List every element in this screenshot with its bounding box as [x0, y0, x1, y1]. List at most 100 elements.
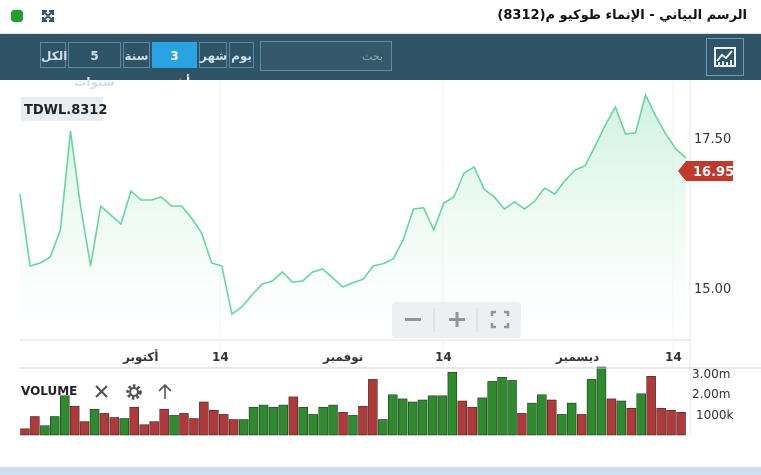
x-tick-label: 14 [665, 350, 682, 364]
volume-bar [596, 366, 607, 436]
volume-bar [219, 414, 229, 436]
symbol-label-bg [21, 97, 103, 121]
last-price-badge: 16.95 [678, 161, 734, 181]
price-area [20, 95, 686, 340]
volume-bar [209, 410, 219, 436]
volume-bar [79, 421, 90, 436]
fullscreen-icon[interactable] [490, 310, 510, 329]
volume-bar [338, 412, 348, 436]
line-chart-icon [714, 47, 736, 67]
price-badge-shape [678, 161, 733, 181]
volume-bar [397, 398, 408, 436]
volume-bar [467, 406, 477, 436]
last-price-value: 16.95 [693, 165, 734, 180]
volume-bar [656, 407, 666, 436]
volume-bar [69, 405, 80, 436]
volume-bar [507, 380, 517, 436]
zoom-out-icon[interactable] [405, 318, 421, 321]
range-1y-button[interactable]: سنة [123, 42, 150, 68]
range-3m-button[interactable]: 3 أشهر [152, 42, 197, 89]
volume-bar [477, 397, 487, 436]
range-all-button[interactable]: الكل [40, 42, 67, 68]
volume-bar [40, 425, 50, 436]
volume-bar [616, 400, 627, 436]
chart-toolbar: الكل 5 سنوات سنة 3 أشهر شهر يوم [0, 34, 761, 89]
range-1m-button[interactable]: شهر [199, 42, 227, 68]
x-tick-label: 14 [212, 350, 229, 364]
volume-bar [60, 395, 70, 436]
volume-bar [199, 401, 209, 436]
volume-bar [457, 400, 468, 436]
volume-bar [169, 415, 179, 436]
close-icon[interactable] [95, 385, 108, 398]
volume-label: VOLUME [21, 384, 77, 398]
volume-bar [447, 371, 458, 436]
volume-bar [417, 399, 428, 436]
volume-bar [517, 413, 527, 436]
volume-bar [248, 406, 259, 436]
volume-bar [497, 377, 507, 436]
volume-tick-label: 2.00m [692, 387, 730, 401]
volume-bar [646, 376, 656, 436]
arrow-up-icon[interactable] [158, 383, 172, 399]
volume-bar [586, 379, 597, 436]
y-tick-label: 17.50 [694, 132, 731, 147]
range-1d-button[interactable]: يوم [229, 42, 254, 68]
volume-bar [298, 406, 308, 436]
volume-bar [388, 394, 398, 436]
volume-bar [258, 404, 269, 436]
settings-gear-icon[interactable] [126, 384, 142, 400]
volume-bar [20, 428, 30, 436]
volume-bar [278, 404, 289, 436]
volume-bar [89, 408, 100, 436]
volume-bar [427, 395, 438, 436]
volume-bar [189, 418, 199, 436]
volume-bar [378, 419, 388, 436]
zoom-controls [392, 302, 521, 338]
volume-bar [626, 407, 637, 436]
volume-bar [238, 419, 249, 436]
volume-bar [129, 406, 139, 436]
volume-tick-label: 1000k [696, 408, 734, 422]
x-tick-label: 14 [435, 350, 452, 364]
window-titlebar: الرسم البياني - الإنماء طوكيو م(8312) [0, 0, 761, 34]
zoom-in-icon[interactable] [449, 312, 465, 327]
volume-bar [179, 413, 189, 436]
volume-bar [149, 421, 159, 436]
volume-bar [268, 406, 279, 436]
search-input[interactable] [260, 41, 392, 71]
volume-bar [228, 419, 239, 436]
volume-bar [537, 394, 547, 436]
volume-bar [348, 415, 358, 436]
symbol-label: TDWL.8312 [24, 103, 107, 118]
volume-bar [666, 410, 676, 436]
volume-bar [487, 381, 497, 436]
volume-bar [636, 393, 646, 436]
window-bottom-edge [0, 467, 761, 475]
volume-bar [676, 412, 686, 436]
volume-bar [407, 401, 418, 436]
volume-bar [576, 414, 587, 436]
x-tick-label: أكتوبر [122, 349, 158, 365]
volume-bar [527, 402, 537, 436]
volume-bar [50, 416, 60, 436]
volume-bar [318, 406, 328, 436]
volume-bar [547, 399, 557, 436]
volume-bar [139, 424, 149, 436]
window-title: الرسم البياني - الإنماء طوكيو م(8312) [497, 8, 747, 23]
volume-bar [566, 402, 577, 436]
volume-bar [159, 408, 169, 436]
volume-bar [557, 414, 567, 436]
range-5y-button[interactable]: 5 سنوات [68, 42, 121, 89]
volume-bar [30, 416, 40, 436]
volume-bar [308, 414, 318, 436]
x-tick-label: ديسمبر [555, 350, 599, 364]
volume-bar [437, 395, 448, 436]
price-chart[interactable]: TDWL.8312 16.95 17.50 15.00 أكتوبر 14 نو… [0, 80, 761, 467]
volume-bar [606, 398, 617, 436]
volume-bar [109, 417, 120, 436]
chart-type-button[interactable] [706, 38, 744, 76]
volume-tick-label: 3.00m [692, 367, 730, 381]
volume-bar [99, 413, 110, 436]
expand-icon[interactable] [40, 8, 56, 24]
